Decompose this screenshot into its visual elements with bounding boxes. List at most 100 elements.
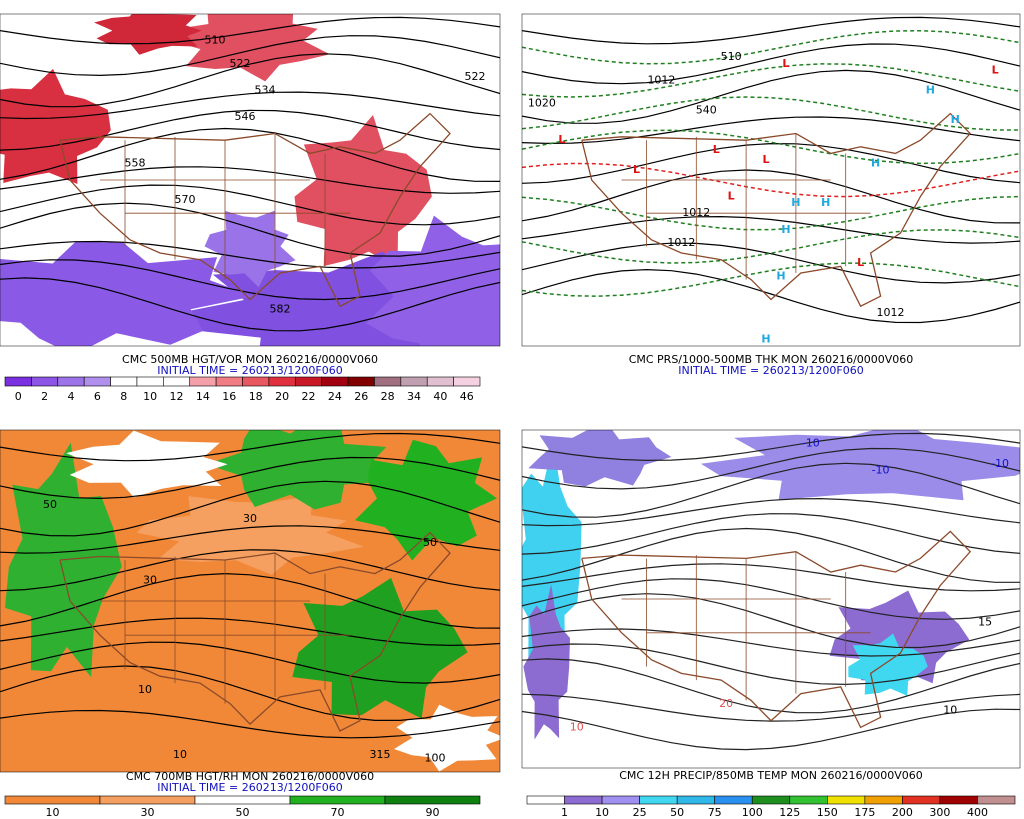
thickness-line xyxy=(522,129,1020,165)
colorbar-label: 200 xyxy=(892,806,913,819)
colorbar-label: 90 xyxy=(426,806,440,819)
map-label: 522 xyxy=(465,70,486,83)
thickness-line xyxy=(522,229,1020,264)
map-label: -10 xyxy=(991,457,1009,470)
colorbar-label: 18 xyxy=(249,390,263,403)
thickness-line xyxy=(522,96,1020,131)
contour xyxy=(522,116,1020,145)
shaded-area xyxy=(354,439,497,561)
colorbar-label: 150 xyxy=(817,806,838,819)
colorbar-label: 4 xyxy=(67,390,74,403)
contour xyxy=(522,513,1020,555)
contour xyxy=(522,628,1020,657)
contour xyxy=(0,277,500,332)
shaded-area xyxy=(294,115,432,269)
map-label: H xyxy=(821,196,830,209)
colorbar-label: 75 xyxy=(708,806,722,819)
colorbar-label: 34 xyxy=(407,390,421,403)
colorbar-box xyxy=(751,795,791,805)
map-label: L xyxy=(728,190,735,203)
map-label: L xyxy=(992,63,999,76)
map-label: H xyxy=(791,196,800,209)
map-label: 540 xyxy=(696,103,717,116)
map-label: H xyxy=(776,269,785,282)
colorbar-label: 400 xyxy=(967,806,988,819)
contour xyxy=(522,497,1020,527)
map-label: H xyxy=(951,113,960,126)
panel-subtitle: INITIAL TIME = 260213/1200F060 xyxy=(157,781,342,794)
colorbar-box xyxy=(4,376,32,387)
contour xyxy=(522,527,1020,583)
contour xyxy=(0,109,500,151)
contour xyxy=(0,709,500,739)
colorbar-label: 22 xyxy=(301,390,315,403)
colorbar-label: 40 xyxy=(433,390,447,403)
contour xyxy=(0,16,500,45)
map-label: L xyxy=(713,143,720,156)
colorbar-label: 0 xyxy=(15,390,22,403)
map-label: 50 xyxy=(43,498,57,511)
shaded-area xyxy=(366,215,500,346)
map-label: L xyxy=(558,133,565,146)
colorbar-label: 14 xyxy=(196,390,210,403)
colorbar-box xyxy=(268,376,296,387)
colorbar-box xyxy=(194,795,291,805)
colorbar-label: 50 xyxy=(670,806,684,819)
map-label: 10 xyxy=(138,683,152,696)
map-label: 30 xyxy=(243,512,257,525)
colorbar-box xyxy=(321,376,349,387)
map-label: L xyxy=(782,57,789,70)
contour xyxy=(0,549,500,592)
map-frame xyxy=(0,429,501,773)
contour xyxy=(522,215,1020,244)
colorbar-box xyxy=(215,376,243,387)
map-label: H xyxy=(761,332,770,345)
map-panel: L L L L L L L L H H H H H H H H 1012 1012 1012 1020 1012 540 5… xyxy=(521,13,1021,377)
colorbar-label: 10 xyxy=(143,390,157,403)
colorbar-box xyxy=(289,795,386,805)
colorbar-box xyxy=(939,795,978,805)
contour xyxy=(0,166,500,194)
colorbar-box xyxy=(601,795,640,805)
map-label: 1012 xyxy=(682,206,710,219)
contour xyxy=(0,617,500,647)
contour xyxy=(0,184,500,226)
map-panel: -10 -10 10 20 15 10 -10 CMC 12H PRECIP/850MB TE… xyxy=(521,429,1021,819)
map-label: 546 xyxy=(235,110,256,123)
colorbar-box xyxy=(136,376,164,387)
panel-title: CMC 12H PRECIP/850MB TEMP MON 260216/000… xyxy=(619,769,923,782)
map-label: 1012 xyxy=(647,73,675,86)
colorbar-box xyxy=(384,795,481,805)
colorbar-box xyxy=(827,795,866,805)
colorbar-label: 24 xyxy=(328,390,342,403)
map-label: H xyxy=(926,83,935,96)
colorbar-label: 16 xyxy=(222,390,236,403)
contour xyxy=(0,259,500,301)
colorbar-box xyxy=(189,376,217,387)
contour xyxy=(522,462,1020,518)
map-label: 534 xyxy=(255,83,276,96)
colorbar-box xyxy=(110,376,138,387)
panel-title: CMC 500MB HGT/VOR MON 260216/0000V060 xyxy=(122,353,378,366)
contour xyxy=(522,578,1020,620)
shaded-area xyxy=(170,14,330,82)
map-label: 10 xyxy=(943,704,957,717)
colorbar-label: 20 xyxy=(275,390,289,403)
contour xyxy=(0,456,500,500)
colorbar-box xyxy=(374,376,402,387)
colorbar-label: 50 xyxy=(236,806,250,819)
boundary xyxy=(59,531,451,732)
map-label: 522 xyxy=(230,57,251,70)
map-label: 10 xyxy=(173,748,187,761)
colorbar-label: 175 xyxy=(854,806,875,819)
colorbar-label: 300 xyxy=(929,806,950,819)
contour xyxy=(522,169,1020,224)
colorbar-label: 46 xyxy=(460,390,474,403)
map-frame xyxy=(0,13,501,347)
shaded-area xyxy=(94,14,202,55)
map-label: 20 xyxy=(719,697,733,710)
colorbar-box xyxy=(99,795,196,805)
colorbar-box xyxy=(564,795,603,805)
shaded-area xyxy=(0,68,111,184)
